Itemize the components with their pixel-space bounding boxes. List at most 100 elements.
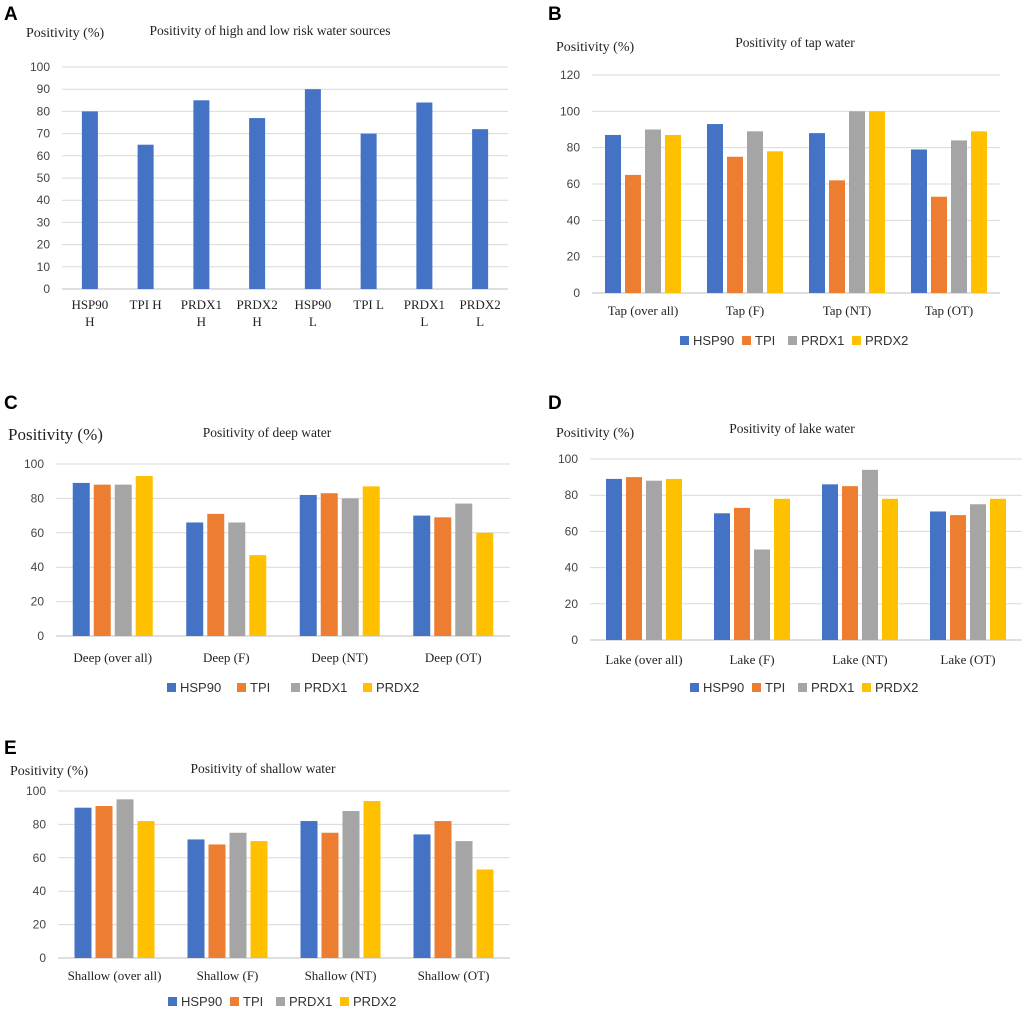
x-category-label: HSP90 bbox=[71, 297, 108, 312]
bar-prdx1-1 bbox=[747, 131, 763, 293]
bar-positivity-7 bbox=[472, 129, 489, 289]
bar-prdx2-3 bbox=[476, 532, 494, 636]
y-axis-label: Positivity (%) bbox=[8, 425, 103, 444]
chart-panel-c: C Positivity (%) Positivity of deep water 0… bbox=[0, 385, 512, 705]
bar-tpi-0 bbox=[625, 174, 641, 293]
x-category-label: HSP90 bbox=[294, 297, 331, 312]
legend-label-prdx2: PRDX2 bbox=[875, 680, 918, 695]
chart-title: Positivity of high and low risk water so… bbox=[149, 23, 390, 38]
y-tick-label: 120 bbox=[560, 68, 580, 82]
legend-label-prdx2: PRDX2 bbox=[376, 680, 419, 695]
x-category-label: H bbox=[252, 314, 261, 329]
y-tick-label: 60 bbox=[33, 851, 47, 865]
chart-title: Positivity of shallow water bbox=[190, 761, 336, 776]
legend-swatch-prdx1 bbox=[276, 997, 285, 1006]
y-tick-label: 20 bbox=[567, 250, 581, 264]
chart-e-svg: E Positivity (%) Positivity of shallow wat… bbox=[4, 738, 510, 1009]
y-tick-label: 40 bbox=[33, 884, 47, 898]
y-tick-label: 40 bbox=[37, 193, 51, 207]
x-category-label: Deep (NT) bbox=[311, 650, 368, 665]
panel-letter: B bbox=[548, 4, 562, 25]
x-category-label: TPI L bbox=[353, 297, 384, 312]
x-category-label: Tap (over all) bbox=[608, 303, 679, 318]
x-category-label: Deep (over all) bbox=[73, 650, 152, 665]
chart-title: Positivity of tap water bbox=[735, 35, 855, 50]
bar-tpi-1 bbox=[207, 513, 225, 636]
legend-swatch-prdx2 bbox=[340, 997, 349, 1006]
bar-prdx1-2 bbox=[341, 498, 359, 636]
bar-hsp90-1 bbox=[187, 839, 205, 958]
bar-prdx2-0 bbox=[666, 478, 682, 640]
bar-hsp90-2 bbox=[809, 133, 825, 293]
chart-b-svg: B Positivity (%) Positivity of tap water 0 2… bbox=[548, 4, 1000, 348]
x-category-label: Shallow (NT) bbox=[305, 968, 377, 983]
x-category-label: Shallow (over all) bbox=[68, 968, 162, 983]
bar-prdx2-1 bbox=[249, 555, 267, 636]
legend-label-prdx2: PRDX2 bbox=[865, 333, 908, 348]
x-category-label: L bbox=[476, 314, 484, 329]
panel-letter: A bbox=[4, 4, 18, 25]
y-tick-label: 80 bbox=[37, 104, 51, 118]
y-tick-label: 20 bbox=[565, 597, 579, 611]
bar-prdx2-0 bbox=[135, 476, 153, 636]
legend-label-tpi: TPI bbox=[765, 680, 785, 695]
bar-tpi-1 bbox=[734, 507, 750, 640]
y-tick-label: 0 bbox=[571, 633, 578, 647]
bar-prdx1-0 bbox=[646, 480, 662, 640]
legend-label-hsp90: HSP90 bbox=[703, 680, 744, 695]
y-tick-label: 40 bbox=[565, 561, 579, 575]
legend-swatch-tpi bbox=[752, 683, 761, 692]
legend-swatch-hsp90 bbox=[168, 997, 177, 1006]
panel-letter: E bbox=[4, 738, 17, 759]
legend-label-tpi: TPI bbox=[243, 994, 263, 1009]
chart-panel-d: D Positivity (%) Positivity of lake water 0… bbox=[512, 385, 1024, 705]
bar-prdx1-0 bbox=[645, 129, 661, 293]
bar-prdx2-1 bbox=[767, 151, 783, 293]
chart-panel-a: A Positivity (%) Positivity of high and lo… bbox=[0, 0, 512, 340]
bar-tpi-3 bbox=[950, 515, 966, 640]
bar-hsp90-0 bbox=[605, 134, 621, 293]
y-tick-label: 0 bbox=[573, 286, 580, 300]
x-category-label: PRDX2 bbox=[460, 297, 501, 312]
legend-label-hsp90: HSP90 bbox=[180, 680, 221, 695]
x-category-label: Tap (OT) bbox=[925, 303, 974, 318]
y-tick-label: 100 bbox=[24, 457, 44, 471]
y-tick-label: 0 bbox=[43, 282, 50, 296]
legend-label-tpi: TPI bbox=[755, 333, 775, 348]
bar-hsp90-3 bbox=[413, 515, 431, 636]
y-tick-label: 80 bbox=[33, 817, 47, 831]
legend-label-prdx1: PRDX1 bbox=[304, 680, 347, 695]
x-category-label: L bbox=[309, 314, 317, 329]
bar-hsp90-3 bbox=[911, 149, 927, 293]
x-category-label: PRDX1 bbox=[181, 297, 222, 312]
legend-label-hsp90: HSP90 bbox=[693, 333, 734, 348]
bar-hsp90-1 bbox=[714, 513, 730, 640]
bar-tpi-1 bbox=[727, 156, 743, 293]
chart-panel-b: B Positivity (%) Positivity of tap water 0 2… bbox=[512, 0, 1024, 360]
y-tick-label: 30 bbox=[37, 215, 51, 229]
legend-label-prdx1: PRDX1 bbox=[801, 333, 844, 348]
chart-a-svg: A Positivity (%) Positivity of high and lo… bbox=[4, 4, 508, 329]
bar-positivity-1 bbox=[137, 144, 154, 289]
y-tick-label: 60 bbox=[37, 149, 51, 163]
bar-tpi-3 bbox=[931, 196, 947, 293]
y-tick-label: 100 bbox=[30, 60, 50, 74]
x-category-label: L bbox=[420, 314, 428, 329]
x-category-label: Tap (NT) bbox=[823, 303, 872, 318]
chart-c-svg: C Positivity (%) Positivity of deep water 0… bbox=[4, 393, 510, 695]
bar-hsp90-0 bbox=[72, 482, 90, 636]
y-tick-label: 70 bbox=[37, 127, 51, 141]
bar-hsp90-0 bbox=[74, 807, 92, 958]
bar-tpi-2 bbox=[842, 486, 858, 640]
bar-positivity-0 bbox=[81, 111, 98, 290]
bar-hsp90-3 bbox=[413, 834, 431, 958]
bar-hsp90-1 bbox=[186, 522, 204, 636]
bar-positivity-3 bbox=[249, 118, 266, 289]
bar-tpi-1 bbox=[208, 844, 226, 958]
bar-tpi-2 bbox=[829, 180, 845, 293]
bar-hsp90-3 bbox=[930, 511, 946, 640]
bar-prdx1-0 bbox=[116, 799, 134, 958]
bar-tpi-0 bbox=[95, 806, 113, 958]
panel-letter: D bbox=[548, 393, 562, 414]
bar-prdx1-0 bbox=[114, 484, 132, 636]
